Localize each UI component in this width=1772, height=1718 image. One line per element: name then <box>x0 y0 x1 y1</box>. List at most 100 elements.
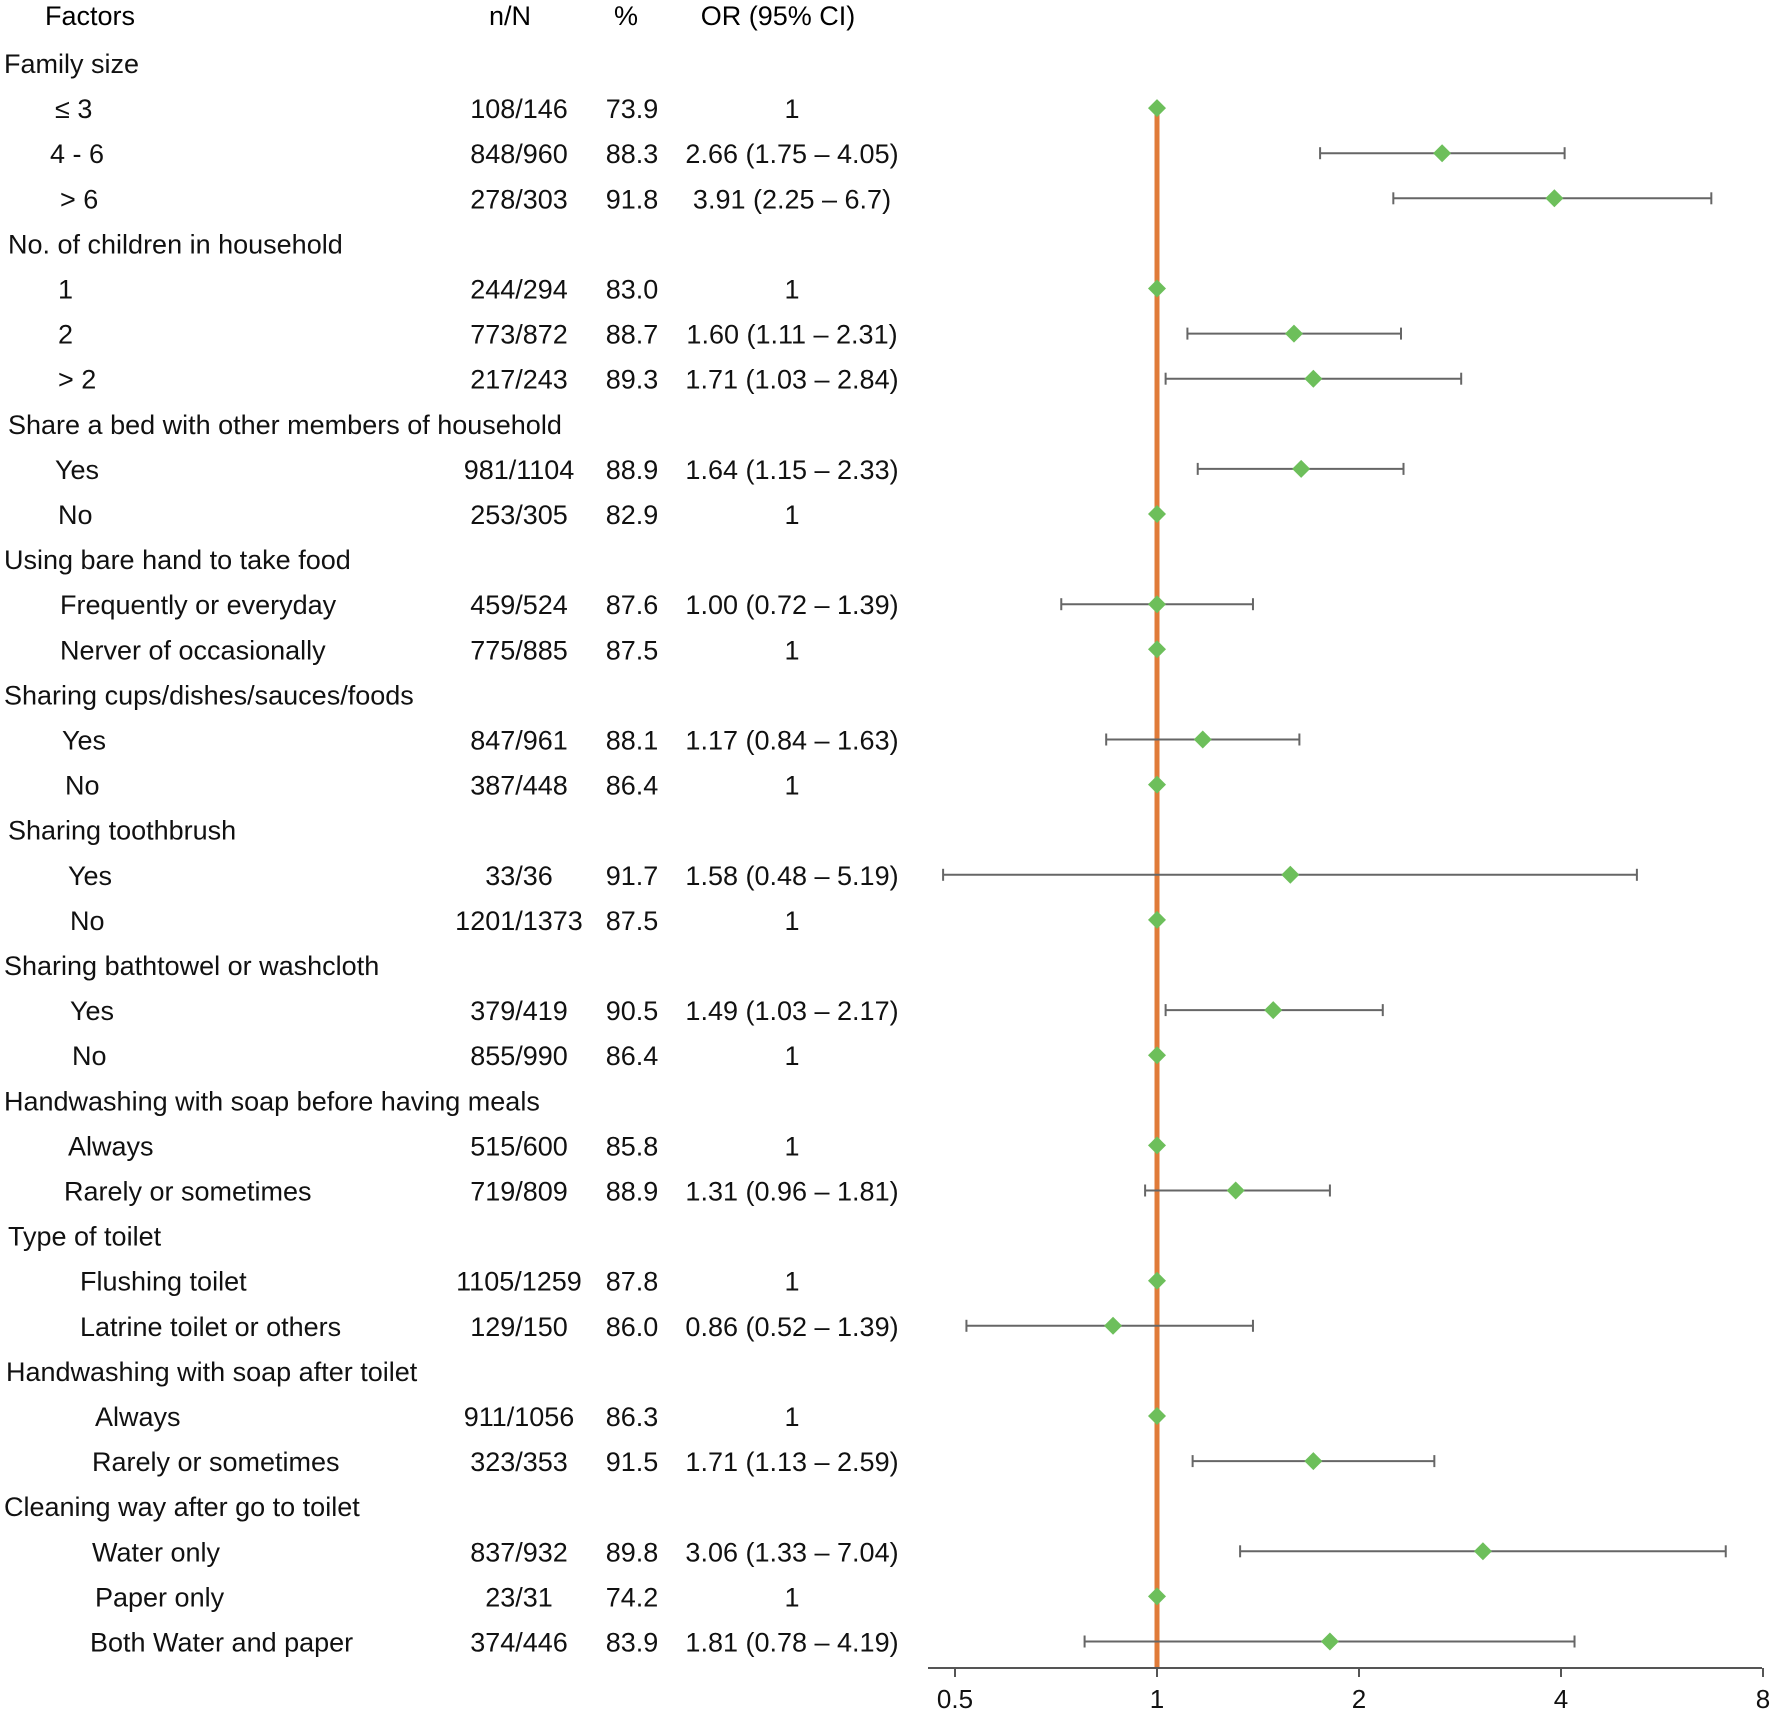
estimate-mark <box>1083 1632 1576 1651</box>
x-tick-label: 0.5 <box>937 1684 973 1714</box>
row-n: 515/600 <box>470 1131 568 1161</box>
row-pct: 91.8 <box>606 184 659 214</box>
row-n: 278/303 <box>470 184 568 214</box>
table-row: No 1201/1373 87.5 1 <box>70 906 800 936</box>
row-or: 1 <box>784 94 799 124</box>
row-or: 2.66 (1.75 – 4.05) <box>685 139 898 169</box>
row-or: 1 <box>784 1267 799 1297</box>
or-marker <box>1473 1542 1492 1561</box>
row-label: Rarely or sometimes <box>92 1447 340 1477</box>
estimate-mark <box>1105 730 1301 749</box>
group-label: No. of children in household <box>8 229 343 259</box>
table-row: Latrine toilet or others 129/150 86.0 0.86 … <box>80 1312 899 1342</box>
row-n: 981/1104 <box>464 455 575 485</box>
group-header-row: Handwashing with soap after toilet <box>6 1357 418 1387</box>
or-marker <box>1148 1407 1166 1425</box>
table-row: Flushing toilet 1105/1259 87.8 1 <box>80 1267 800 1297</box>
row-pct: 87.5 <box>606 906 659 936</box>
row-label: No <box>70 906 105 936</box>
row-label: Flushing toilet <box>80 1267 247 1297</box>
row-or: 1.71 (1.03 – 2.84) <box>685 365 898 395</box>
row-n: 379/419 <box>470 996 568 1026</box>
row-n: 217/243 <box>470 365 568 395</box>
row-n: 847/961 <box>470 726 568 756</box>
or-marker <box>1292 459 1311 478</box>
row-pct: 83.0 <box>606 275 659 305</box>
group-header-row: Sharing toothbrush <box>8 816 236 846</box>
table-row: No 253/305 82.9 1 <box>58 500 800 530</box>
row-pct: 86.4 <box>606 771 659 801</box>
row-pct: 87.5 <box>606 635 659 665</box>
table-row: 4 - 6 848/960 88.3 2.66 (1.75 – 4.05) <box>50 139 899 169</box>
table-row: Water only 837/932 89.8 3.06 (1.33 – 7.04) <box>92 1537 899 1567</box>
table-row: Yes 33/36 91.7 1.58 (0.48 – 5.19) <box>68 861 899 891</box>
group-label: Handwashing with soap after toilet <box>6 1357 418 1387</box>
row-label: Yes <box>70 996 114 1026</box>
table-row: No 387/448 86.4 1 <box>65 771 800 801</box>
row-n: 244/294 <box>470 275 568 305</box>
estimate-mark <box>1164 369 1463 388</box>
header-factors: Factors <box>45 1 135 31</box>
estimate-mark <box>1186 324 1402 343</box>
group-header-row: Cleaning way after go to toilet <box>4 1492 360 1522</box>
table-rows: Family size ≤ 3 108/146 73.9 1 4 - 6 848/960 88… <box>4 49 899 1658</box>
row-n: 23/31 <box>485 1582 553 1612</box>
row-or: 1.64 (1.15 – 2.33) <box>685 455 898 485</box>
estimate-mark <box>1148 640 1166 659</box>
table-row: Yes 981/1104 88.9 1.64 (1.15 – 2.33) <box>55 455 899 485</box>
estimate-mark <box>1148 1587 1166 1606</box>
group-header-row: Family size <box>4 49 139 79</box>
row-label: Both Water and paper <box>90 1628 353 1658</box>
row-n: 1201/1373 <box>455 906 583 936</box>
table-row: Yes 379/419 90.5 1.49 (1.03 – 2.17) <box>70 996 899 1026</box>
estimate-mark <box>1148 910 1166 929</box>
or-marker <box>1104 1316 1123 1335</box>
or-marker <box>1304 1452 1323 1471</box>
row-pct: 86.0 <box>606 1312 659 1342</box>
row-n: 1105/1259 <box>456 1267 582 1297</box>
or-marker <box>1148 1271 1166 1290</box>
row-label: Yes <box>68 861 112 891</box>
row-pct: 88.1 <box>606 726 659 756</box>
row-or: 1.71 (1.13 – 2.59) <box>685 1447 898 1477</box>
row-pct: 87.6 <box>606 590 659 620</box>
group-label: Cleaning way after go to toilet <box>4 1492 360 1522</box>
or-marker <box>1226 1181 1245 1200</box>
row-or: 3.91 (2.25 – 6.7) <box>693 184 891 214</box>
table-row: Both Water and paper 374/446 83.9 1.81 (0.7… <box>90 1628 899 1658</box>
table-row: Frequently or everyday 459/524 87.6 1.00 (0… <box>60 590 899 620</box>
or-marker <box>1148 775 1166 794</box>
row-or: 1 <box>784 1582 799 1612</box>
or-marker <box>1320 1632 1339 1651</box>
row-or: 1 <box>784 1041 799 1071</box>
row-label: Always <box>95 1402 181 1432</box>
header-n: n/N <box>489 1 531 31</box>
header-pct: % <box>614 1 638 31</box>
row-or: 1 <box>784 635 799 665</box>
or-marker <box>1281 865 1300 884</box>
or-marker <box>1148 1046 1166 1065</box>
table-row: Nerver of occasionally 775/885 87.5 1 <box>60 635 800 665</box>
or-marker <box>1193 730 1212 749</box>
row-n: 33/36 <box>485 861 553 891</box>
or-marker <box>1304 369 1323 388</box>
row-n: 719/809 <box>470 1177 568 1207</box>
row-n: 848/960 <box>470 139 568 169</box>
row-or: 1 <box>784 906 799 936</box>
or-marker <box>1148 505 1166 523</box>
table-row: > 6 278/303 91.8 3.91 (2.25 – 6.7) <box>60 184 891 214</box>
row-pct: 91.5 <box>606 1447 659 1477</box>
group-label: Handwashing with soap before having meal… <box>4 1086 540 1116</box>
x-tick-label: 2 <box>1352 1684 1366 1714</box>
row-label: 4 - 6 <box>50 139 104 169</box>
estimate-mark <box>1191 1452 1436 1471</box>
row-or: 0.86 (0.52 – 1.39) <box>685 1312 898 1342</box>
row-n: 837/932 <box>470 1537 568 1567</box>
row-pct: 88.3 <box>606 139 659 169</box>
group-header-row: Sharing cups/dishes/sauces/foods <box>4 680 414 710</box>
row-n: 911/1056 <box>464 1402 575 1432</box>
table-row: Rarely or sometimes 719/809 88.9 1.31 (0.96… <box>64 1177 899 1207</box>
table-row: Yes 847/961 88.1 1.17 (0.84 – 1.63) <box>62 726 899 756</box>
row-label: No <box>58 500 93 530</box>
row-n: 855/990 <box>470 1041 568 1071</box>
